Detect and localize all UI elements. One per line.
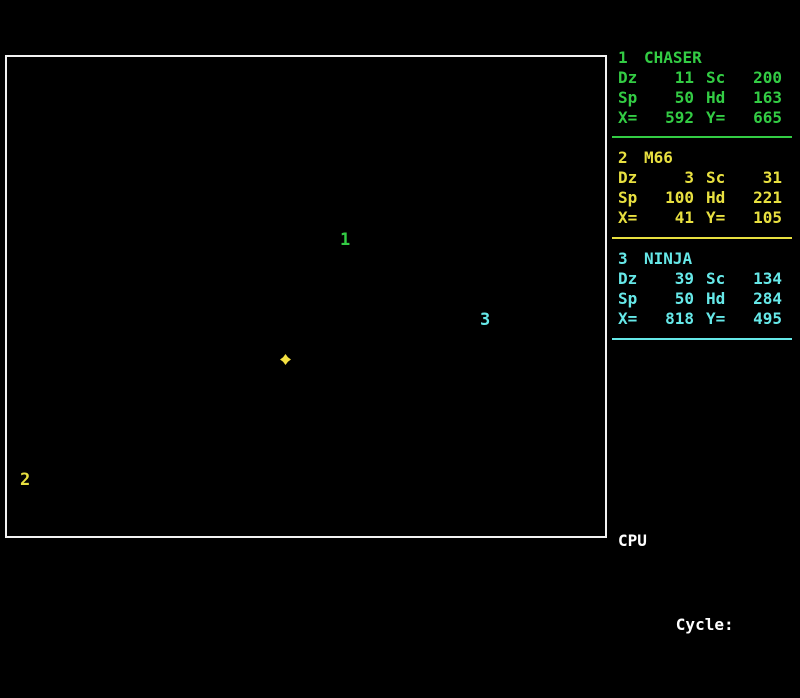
stat-label: Sc (706, 68, 726, 87)
bot-panel-chaser[interactable]: 1 CHASER Dz 11 Sc 200 Sp 50 Hd 163 X= 592 Y= 665 (610, 48, 800, 128)
stat-value: 11 (674, 68, 694, 87)
stat-label: Sp (618, 88, 638, 107)
bot-name: M66 (644, 148, 673, 167)
bot-stat-x: X= 41 (618, 208, 706, 228)
stat-value: 200 (753, 68, 782, 87)
bot-panel-ninja[interactable]: 3 NINJA Dz 39 Sc 134 Sp 50 Hd 284 X= 818 Y= 495 (610, 249, 800, 329)
bot-stat-dz: Dz 11 (618, 68, 706, 88)
stat-label: X= (618, 309, 638, 328)
cpu-cycle-label: Cycle: (675, 615, 734, 634)
stat-value: 818 (665, 309, 694, 328)
stat-label: Hd (706, 88, 726, 107)
bot-stat-sc: Sc 134 (706, 269, 794, 289)
bot-stat-row: Sp 50 Hd 284 (610, 289, 800, 309)
bot-stat-row: X= 818 Y= 495 (610, 309, 800, 329)
bot-stat-hd: Hd 163 (706, 88, 794, 108)
bot-index: 2 (618, 148, 628, 167)
bot-panel-title: 1 CHASER (610, 48, 800, 68)
bot-stat-dz: Dz 3 (618, 168, 706, 188)
stat-value: 134 (753, 269, 782, 288)
bot-stat-dz: Dz 39 (618, 269, 706, 289)
bot-stat-row: Dz 11 Sc 200 (610, 68, 800, 88)
stat-label: Y= (706, 108, 726, 127)
bot-stat-y: Y= 105 (706, 208, 794, 228)
stat-label: Sc (706, 168, 726, 187)
stat-label: Y= (706, 208, 726, 227)
bot-index: 1 (618, 48, 628, 67)
bot-stat-hd: Hd 221 (706, 188, 794, 208)
stat-label: Sp (618, 289, 638, 308)
bot-stat-row: Dz 3 Sc 31 (610, 168, 800, 188)
arena-bot-marker-2[interactable]: 2 (20, 470, 31, 490)
cpu-cycle-value: 5478 (772, 614, 800, 635)
stat-value: 163 (753, 88, 782, 107)
arena-bot-marker-1[interactable]: 1 (340, 230, 351, 250)
cpu-cycle-row: Cycle: 5478 (610, 593, 800, 656)
stat-label: X= (618, 208, 638, 227)
panel-separator (612, 136, 792, 138)
stat-value: 592 (665, 108, 694, 127)
cpu-title: CPU (618, 531, 647, 550)
stat-value: 105 (753, 208, 782, 227)
stat-label: Dz (618, 68, 638, 87)
bot-stat-row: Sp 100 Hd 221 (610, 188, 800, 208)
bot-name: CHASER (644, 48, 702, 67)
bot-stat-y: Y= 665 (706, 108, 794, 128)
cpu-block: CPU Cycle: 5478 (610, 488, 800, 698)
stat-value: 221 (753, 188, 782, 207)
panel-separator (612, 237, 792, 239)
stat-value: 100 (665, 188, 694, 207)
bot-stat-x: X= 592 (618, 108, 706, 128)
stat-label: X= (618, 108, 638, 127)
bot-index: 3 (618, 249, 628, 268)
projectile-icon (280, 354, 291, 365)
stat-value: 39 (674, 269, 694, 288)
stat-label: Hd (706, 289, 726, 308)
bot-stat-row: Dz 39 Sc 134 (610, 269, 800, 289)
bot-stat-y: Y= 495 (706, 309, 794, 329)
bot-panel-m66[interactable]: 2 M66 Dz 3 Sc 31 Sp 100 Hd 221 X= 41 Y= 105 (610, 148, 800, 228)
bot-stat-hd: Hd 284 (706, 289, 794, 309)
stat-value: 284 (753, 289, 782, 308)
stat-label: Sp (618, 188, 638, 207)
bot-stat-sc: Sc 200 (706, 68, 794, 88)
stat-value: 50 (674, 88, 694, 107)
arena-bot-marker-3[interactable]: 3 (480, 310, 491, 330)
stat-value: 665 (753, 108, 782, 127)
stat-value: 50 (674, 289, 694, 308)
bot-name: NINJA (644, 249, 693, 268)
panel-separator (612, 338, 792, 340)
status-sidebar: 1 CHASER Dz 11 Sc 200 Sp 50 Hd 163 X= 592 Y= 665 2 M66 D… (610, 0, 800, 600)
stat-value: 31 (762, 168, 782, 187)
bot-stat-x: X= 818 (618, 309, 706, 329)
stat-label: Hd (706, 188, 726, 207)
stat-label: Dz (618, 269, 638, 288)
stat-label: Dz (618, 168, 638, 187)
bot-panel-title: 3 NINJA (610, 249, 800, 269)
bot-stat-sp: Sp 50 (618, 289, 706, 309)
bot-stat-row: X= 592 Y= 665 (610, 108, 800, 128)
bot-stat-sp: Sp 100 (618, 188, 706, 208)
bot-stat-row: X= 41 Y= 105 (610, 208, 800, 228)
battle-arena[interactable]: 1 3 2 (5, 55, 607, 538)
stat-value: 495 (753, 309, 782, 328)
bot-stat-row: Sp 50 Hd 163 (610, 88, 800, 108)
bot-stat-sp: Sp 50 (618, 88, 706, 108)
stat-label: Y= (706, 309, 726, 328)
bot-panel-title: 2 M66 (610, 148, 800, 168)
stat-label: Sc (706, 269, 726, 288)
stat-value: 41 (674, 208, 694, 227)
bot-stat-sc: Sc 31 (706, 168, 794, 188)
stat-value: 3 (684, 168, 694, 187)
